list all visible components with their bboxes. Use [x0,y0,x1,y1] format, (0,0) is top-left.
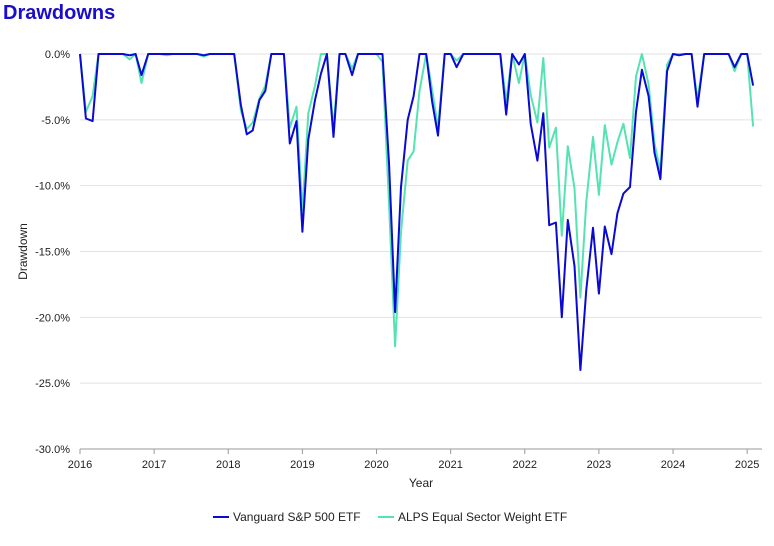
x-tick-label: 2024 [661,459,685,471]
y-tick-label: 0.0% [45,49,70,61]
x-tick-label: 2025 [735,459,759,471]
legend-label-alps: ALPS Equal Sector Weight ETF [398,510,567,524]
legend: Vanguard S&P 500 ETF ALPS Equal Sector W… [213,510,567,524]
y-tick-label: -30.0% [35,444,70,456]
series-lines [79,53,755,371]
series-line-vanguard [79,53,755,371]
x-tick-label: 2019 [290,459,314,471]
series-line-alps [79,53,755,348]
x-tick-label: 2021 [438,459,462,471]
x-axis-ticks: 2016 2017 2018 2019 2020 2021 2022 2023 2024 2025 [68,459,760,471]
x-tick-label: 2023 [587,459,611,471]
x-tick-label: 2020 [364,459,388,471]
y-axis-label: Drawdown [16,223,30,280]
x-tick-label: 2017 [142,459,166,471]
x-tick-label: 2018 [216,459,240,471]
x-tick-label: 2016 [68,459,92,471]
legend-label-vanguard: Vanguard S&P 500 ETF [233,510,361,524]
y-tick-label: -20.0% [35,312,70,324]
y-tick-label: -25.0% [35,378,70,390]
y-tick-label: -10.0% [35,181,70,193]
y-tick-label: -5.0% [41,115,70,127]
chart-title: Drawdowns [3,2,116,24]
x-tick-label: 2022 [513,459,537,471]
y-axis-ticks: 0.0% -5.0% -10.0% -15.0% -20.0% -25.0% -30.0% [35,49,70,456]
grid-lines [79,53,762,454]
x-axis-label: Year [409,476,433,490]
y-tick-label: -15.0% [35,247,70,259]
